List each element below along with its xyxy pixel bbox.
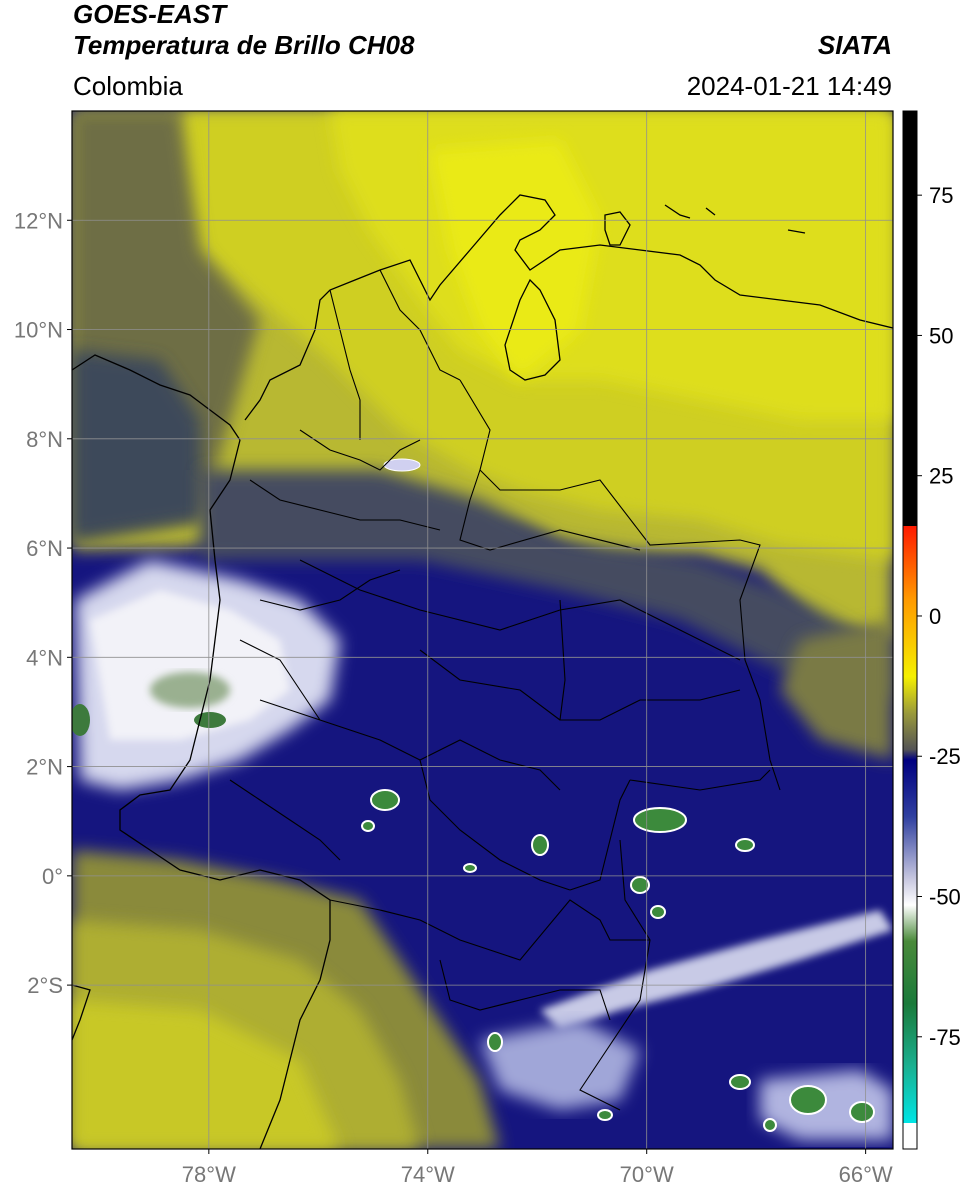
map-frame	[71, 110, 894, 1150]
colorbar-tick-label: 50	[929, 323, 953, 348]
colorbar	[902, 110, 918, 1150]
grid-lines	[72, 111, 893, 1149]
lon-tick-label: 74°W	[401, 1162, 455, 1187]
longitude-labels: 78°W 74°W 70°W 66°W	[182, 1149, 893, 1187]
colorbar-tick-label: 0	[929, 604, 941, 629]
colorbar-tick-label: -75	[929, 1025, 961, 1050]
lat-tick-label: 0°	[42, 864, 63, 889]
institution-label: SIATA	[817, 30, 892, 60]
satellite-title: GOES-EAST	[73, 0, 227, 29]
lat-tick-label: 6°N	[26, 536, 63, 561]
lon-tick-label: 70°W	[620, 1162, 674, 1187]
lat-tick-label: 8°N	[26, 427, 63, 452]
colorbar-tick-label: -50	[929, 885, 961, 910]
lat-tick-label: 2°N	[26, 755, 63, 780]
lat-tick-label: 4°N	[26, 645, 63, 670]
latitude-labels: 12°N 10°N 8°N 6°N 4°N 2°N 0° 2°S	[14, 208, 72, 998]
lon-tick-label: 78°W	[182, 1162, 236, 1187]
imagery-layer	[72, 111, 893, 1149]
border-layer	[229, 269, 781, 1111]
lon-tick-label: 66°W	[839, 1162, 893, 1187]
colorbar-ticks: 75 50 25 0 -25 -50 -75	[917, 183, 961, 1050]
colorbar-tick-label: 25	[929, 464, 953, 489]
datetime-label: 2024-01-21 14:49	[686, 71, 892, 101]
lat-tick-label: 10°N	[14, 318, 63, 343]
coastline-layer	[72, 194, 893, 1149]
region-label: Colombia	[73, 71, 183, 101]
lat-tick-label: 12°N	[14, 208, 63, 233]
colorbar-tick-label: 75	[929, 183, 953, 208]
lat-tick-label: 2°S	[27, 973, 63, 998]
product-title: Temperatura de Brillo CH08	[73, 30, 415, 60]
colorbar-tick-label: -25	[929, 744, 961, 769]
